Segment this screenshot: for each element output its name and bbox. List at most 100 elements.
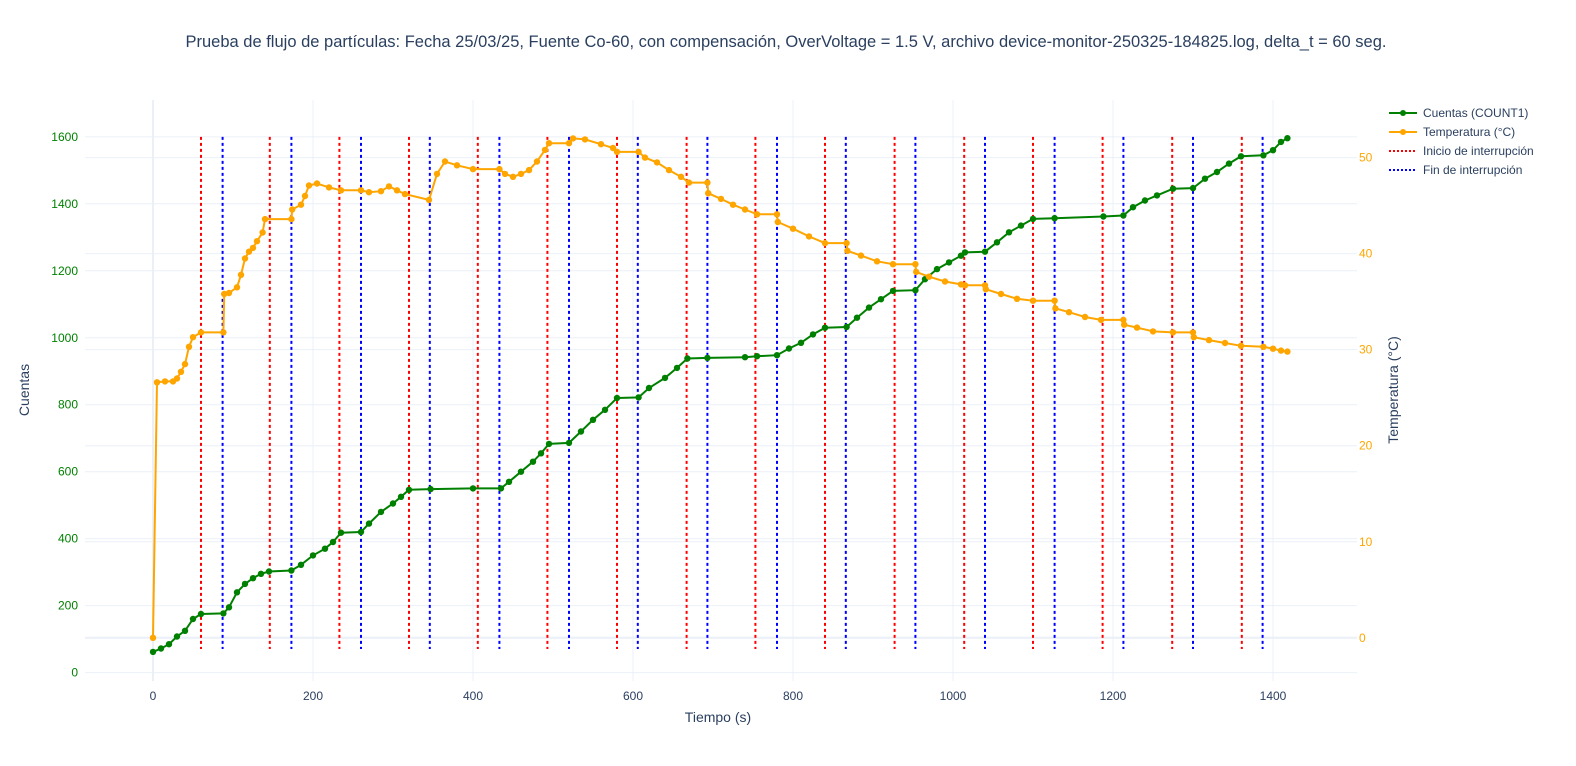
- data-point-temperature: [496, 165, 503, 173]
- data-point-counts: [241, 580, 249, 588]
- data-point-counts: [1237, 153, 1245, 160]
- data-point-temperature: [717, 195, 725, 203]
- data-point-temperature: [889, 261, 897, 268]
- data-point-temperature: [565, 140, 573, 147]
- data-point-counts: [981, 248, 989, 255]
- data-point-counts: [197, 610, 205, 618]
- data-point-temperature: [259, 229, 266, 236]
- data-point-counts: [843, 323, 850, 331]
- legend-item-temperature[interactable]: Temperatura (°C): [1389, 125, 1515, 139]
- data-point-temperature: [1013, 295, 1021, 302]
- data-point-temperature: [729, 201, 737, 208]
- data-point-temperature: [677, 173, 685, 180]
- data-point-temperature: [912, 261, 919, 268]
- data-point-temperature: [581, 136, 589, 143]
- data-point-temperature: [665, 166, 673, 174]
- data-point-counts: [149, 648, 157, 656]
- data-point-temperature: [241, 255, 249, 262]
- data-point-temperature: [301, 192, 309, 200]
- data-point-counts: [1005, 229, 1013, 236]
- x-tick-label: 1000: [940, 689, 967, 703]
- data-point-temperature: [609, 144, 617, 152]
- data-point-temperature: [1169, 329, 1177, 336]
- x-tick-label: 400: [463, 689, 483, 703]
- axes-layer: 0 200 400 600 800 1000 1200 1400020040060080010…: [51, 130, 1372, 703]
- data-point-counts: [645, 384, 653, 392]
- data-point-temperature: [245, 248, 253, 255]
- data-point-temperature: [453, 162, 461, 169]
- data-point-counts: [1017, 222, 1025, 229]
- data-point-temperature: [789, 225, 797, 232]
- data-point-counts: [797, 339, 805, 346]
- data-point-counts: [1029, 215, 1037, 223]
- data-point-counts: [1120, 212, 1127, 219]
- data-point-counts: [912, 287, 919, 294]
- data-point-temperature: [1120, 316, 1127, 324]
- data-point-temperature: [325, 184, 333, 191]
- data-point-counts: [1269, 147, 1277, 154]
- data-point-temperature: [181, 360, 189, 368]
- legend-marker-temperature: [1400, 129, 1406, 135]
- data-point-temperature: [545, 140, 553, 147]
- data-point-counts: [288, 567, 295, 574]
- legend-item-start[interactable]: Inicio de interrupción: [1389, 144, 1534, 158]
- data-point-counts: [225, 604, 233, 611]
- data-point-temperature: [1121, 321, 1128, 328]
- data-point-temperature: [509, 173, 517, 180]
- data-point-counts: [1213, 168, 1221, 176]
- data-point-temperature: [641, 154, 649, 161]
- data-point-temperature: [377, 188, 385, 195]
- data-point-counts: [1225, 160, 1233, 167]
- y-tick-label: 1200: [51, 264, 78, 278]
- data-point-counts: [427, 485, 434, 493]
- data-point-counts: [961, 249, 969, 256]
- data-point-temperature: [635, 148, 642, 156]
- data-point-temperature: [433, 170, 441, 178]
- data-point-counts: [389, 500, 397, 507]
- data-point-temperature: [1189, 329, 1197, 336]
- legend-label-start: Inicio de interrupción: [1423, 144, 1534, 158]
- data-point-temperature: [441, 158, 449, 165]
- data-point-temperature: [1237, 342, 1245, 349]
- data-point-temperature: [873, 258, 881, 265]
- data-point-counts: [589, 416, 597, 423]
- data-point-temperature: [1221, 339, 1229, 347]
- y2-tick-label: 50: [1359, 151, 1373, 165]
- data-point-counts: [753, 353, 761, 360]
- data-point-temperature: [189, 334, 197, 341]
- y-tick-label: 400: [58, 532, 78, 546]
- data-point-temperature: [233, 284, 241, 291]
- data-point-counts: [945, 259, 953, 266]
- data-point-counts: [635, 394, 642, 401]
- data-point-temperature: [1205, 336, 1213, 344]
- legend-item-counts[interactable]: Cuentas (COUNT1): [1389, 106, 1528, 120]
- x-tick-label: 600: [623, 689, 643, 703]
- data-point-temperature: [161, 378, 169, 385]
- data-point-counts: [613, 394, 621, 402]
- data-point-counts: [565, 439, 573, 447]
- data-point-temperature: [597, 141, 605, 148]
- data-point-temperature: [982, 286, 989, 293]
- data-point-counts: [189, 615, 197, 623]
- legend-item-end[interactable]: Fin de interrupción: [1389, 163, 1522, 177]
- data-point-counts: [529, 458, 537, 465]
- data-point-temperature: [753, 211, 761, 218]
- data-point-temperature: [774, 218, 781, 226]
- data-point-temperature: [961, 282, 969, 289]
- data-point-temperature: [289, 206, 296, 213]
- data-point-temperature: [704, 179, 711, 186]
- x-tick-label: 0: [150, 689, 157, 703]
- data-point-temperature: [773, 211, 781, 218]
- data-point-temperature: [997, 290, 1005, 298]
- data-point-temperature: [1065, 309, 1073, 316]
- x-tick-label: 1400: [1260, 689, 1287, 703]
- data-point-counts: [1277, 138, 1285, 146]
- y2-tick-label: 0: [1359, 631, 1366, 645]
- data-point-counts: [321, 545, 329, 552]
- data-point-counts: [365, 520, 373, 527]
- y-tick-label: 1600: [51, 130, 78, 144]
- legend-label-counts: Cuentas (COUNT1): [1423, 106, 1528, 120]
- data-point-counts: [1201, 175, 1209, 182]
- legend[interactable]: Cuentas (COUNT1) Temperatura (°C) Inicio…: [1389, 106, 1534, 177]
- data-point-temperature: [261, 215, 269, 223]
